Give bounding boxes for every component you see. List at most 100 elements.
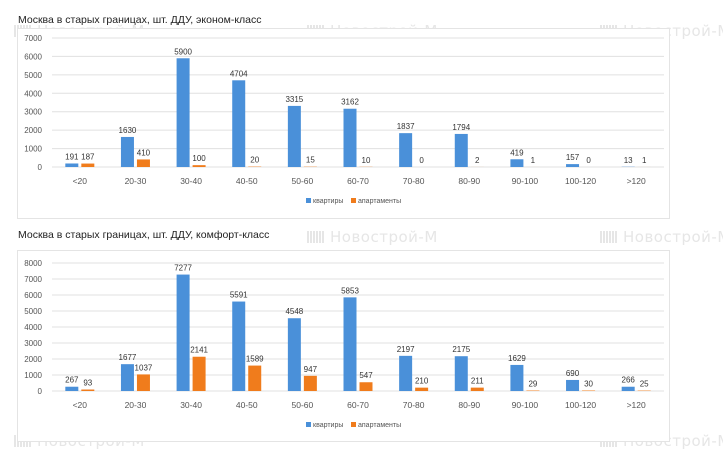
bar-apartments-serviced bbox=[415, 387, 429, 391]
data-label: 690 bbox=[566, 369, 580, 378]
data-label: 410 bbox=[137, 148, 151, 157]
data-label: 2 bbox=[475, 156, 480, 165]
bar-apartments-flats bbox=[65, 163, 79, 167]
bar-apartments-flats bbox=[232, 80, 246, 167]
data-label: 0 bbox=[419, 156, 424, 165]
data-label: 5900 bbox=[174, 47, 192, 56]
y-tick-label: 0 bbox=[38, 163, 43, 172]
bar-apartments-flats bbox=[65, 386, 79, 391]
x-tick-label: >120 bbox=[627, 176, 646, 186]
y-tick-label: 1000 bbox=[24, 371, 42, 380]
bar-apartments-serviced bbox=[81, 389, 95, 391]
data-label: 210 bbox=[415, 377, 429, 386]
y-tick-label: 7000 bbox=[24, 275, 42, 284]
bar-apartments-serviced bbox=[248, 365, 262, 391]
legend-swatch bbox=[306, 198, 311, 203]
x-tick-label: 20-30 bbox=[125, 400, 147, 410]
x-tick-label: 40-50 bbox=[236, 176, 258, 186]
x-tick-label: 20-30 bbox=[125, 176, 147, 186]
data-label: 191 bbox=[65, 152, 79, 161]
legend-label: апартаменты bbox=[358, 422, 401, 429]
y-tick-label: 8000 bbox=[24, 259, 42, 268]
x-tick-label: <20 bbox=[73, 400, 88, 410]
bar-apartments-flats bbox=[120, 364, 134, 391]
y-tick-label: 0 bbox=[38, 387, 43, 396]
data-label: 1794 bbox=[452, 123, 470, 132]
data-label: 1677 bbox=[119, 353, 137, 362]
x-tick-label: 30-40 bbox=[180, 176, 202, 186]
data-label: 4548 bbox=[285, 307, 303, 316]
bar-apartments-serviced bbox=[192, 356, 206, 391]
data-label: 30 bbox=[584, 380, 593, 389]
data-label: 0 bbox=[586, 156, 591, 165]
data-label: 211 bbox=[471, 377, 484, 386]
data-label: 266 bbox=[622, 376, 636, 385]
chart-title-comfort: Москва в старых границах, шт. ДДУ, комфо… bbox=[18, 229, 270, 241]
data-label: 187 bbox=[81, 153, 95, 162]
y-tick-label: 4000 bbox=[24, 323, 42, 332]
x-tick-label: 100-120 bbox=[565, 176, 596, 186]
x-tick-label: 90-100 bbox=[512, 176, 539, 186]
bar-apartments-flats bbox=[232, 301, 246, 391]
y-tick-label: 5000 bbox=[24, 71, 42, 80]
watermark: Новострой-М bbox=[600, 228, 723, 246]
data-label: 1629 bbox=[508, 354, 526, 363]
bar-apartments-flats bbox=[176, 58, 190, 167]
bar-apartments-serviced bbox=[192, 165, 206, 167]
data-label: 29 bbox=[528, 380, 537, 389]
legend-label: квартиры bbox=[313, 198, 343, 205]
data-label: 419 bbox=[510, 148, 524, 157]
chart-economy: 0 1000 2000 3000 4000 5000 6000 7000 191 187 <20 16… bbox=[17, 28, 670, 219]
data-label: 157 bbox=[566, 153, 580, 162]
x-tick-label: 100-120 bbox=[565, 400, 596, 410]
bar-apartments-flats bbox=[287, 105, 301, 167]
data-label: 7277 bbox=[174, 264, 192, 273]
y-tick-label: 4000 bbox=[24, 89, 42, 98]
y-tick-label: 3000 bbox=[24, 108, 42, 117]
data-label: 5853 bbox=[341, 286, 359, 295]
bar-apartments-flats bbox=[454, 356, 468, 391]
data-label: 2141 bbox=[190, 346, 208, 355]
data-label: 20 bbox=[250, 156, 259, 165]
data-label: 1 bbox=[531, 156, 536, 165]
chart-title-economy: Москва в старых границах, шт. ДДУ, эконо… bbox=[18, 14, 262, 26]
legend-swatch bbox=[351, 198, 356, 203]
data-label: 1837 bbox=[397, 122, 415, 131]
bar-apartments-flats bbox=[343, 297, 357, 391]
chart-comfort: 0 1000 2000 3000 4000 5000 6000 7000 8000 267 93 <2… bbox=[17, 250, 670, 442]
bar-apartments-flats bbox=[287, 318, 301, 391]
x-tick-label: 70-80 bbox=[403, 400, 425, 410]
data-label: 93 bbox=[83, 379, 92, 388]
data-label: 1 bbox=[642, 156, 647, 165]
data-label: 15 bbox=[306, 156, 315, 165]
data-label: 1589 bbox=[246, 355, 264, 364]
y-tick-label: 5000 bbox=[24, 307, 42, 316]
x-tick-label: >120 bbox=[627, 400, 646, 410]
chart-comfort-svg: 0 1000 2000 3000 4000 5000 6000 7000 8000 267 93 <2… bbox=[24, 259, 664, 429]
data-label: 100 bbox=[192, 154, 206, 163]
bar-apartments-flats bbox=[510, 364, 524, 391]
bar-apartments-flats bbox=[510, 159, 524, 167]
bar-apartments-flats bbox=[454, 133, 468, 167]
y-tick-label: 7000 bbox=[24, 34, 42, 43]
data-label: 5591 bbox=[230, 291, 248, 300]
bar-apartments-flats bbox=[566, 164, 580, 167]
bar-apartments-flats bbox=[621, 386, 635, 391]
x-tick-label: 60-70 bbox=[347, 400, 369, 410]
bar-apartments-serviced bbox=[359, 382, 373, 391]
data-label: 13 bbox=[624, 156, 633, 165]
data-label: 267 bbox=[65, 376, 79, 385]
data-label: 3162 bbox=[341, 98, 359, 107]
data-label: 547 bbox=[359, 371, 373, 380]
bar-apartments-serviced bbox=[470, 387, 484, 391]
data-label: 1630 bbox=[119, 126, 137, 135]
x-tick-label: 80-90 bbox=[458, 400, 480, 410]
x-tick-label: 90-100 bbox=[512, 400, 539, 410]
data-label: 25 bbox=[640, 380, 649, 389]
data-label: 10 bbox=[362, 156, 371, 165]
bar-apartments-serviced bbox=[81, 163, 95, 167]
y-tick-label: 3000 bbox=[24, 339, 42, 348]
y-tick-label: 2000 bbox=[24, 126, 42, 135]
x-tick-label: 50-60 bbox=[291, 176, 313, 186]
